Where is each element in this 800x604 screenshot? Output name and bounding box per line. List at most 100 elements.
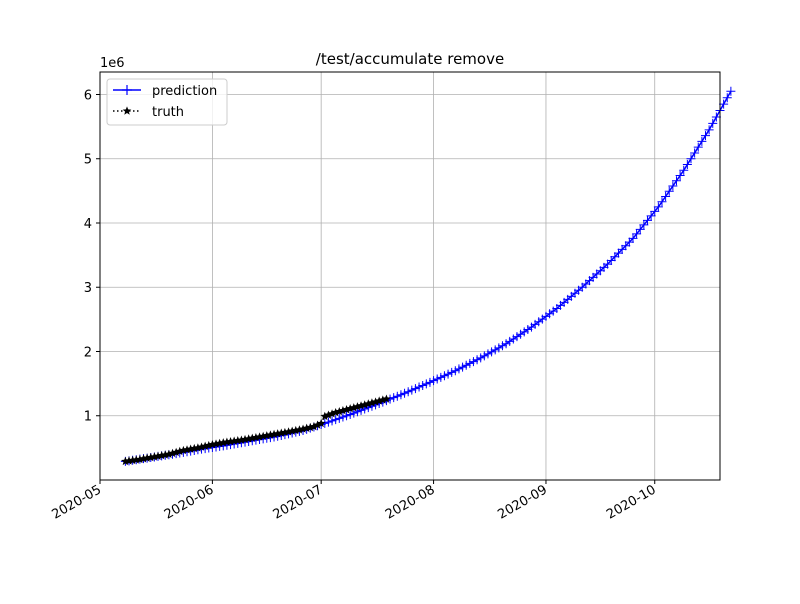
prediction-point	[396, 390, 406, 400]
prediction-point	[439, 371, 449, 381]
prediction-point	[650, 206, 660, 216]
truth-point	[331, 407, 341, 417]
prediction-point	[613, 248, 623, 258]
prediction-point	[628, 233, 638, 243]
truth-point	[135, 454, 145, 464]
truth-point	[153, 451, 163, 460]
truth-point	[367, 398, 377, 407]
prediction-point	[352, 407, 362, 417]
prediction-point	[327, 416, 337, 426]
series-layer	[120, 86, 736, 466]
series-truth	[121, 394, 391, 466]
prediction-point	[447, 367, 457, 377]
prediction-point	[700, 131, 710, 141]
prediction-point	[454, 364, 464, 374]
prediction-point	[338, 412, 348, 422]
prediction-point	[487, 347, 497, 357]
prediction-point	[465, 358, 475, 368]
y-tick-label: 5	[84, 153, 92, 168]
truth-point	[124, 456, 134, 465]
prediction-point	[472, 355, 482, 365]
truth-point	[179, 445, 188, 455]
truth-point	[266, 430, 275, 439]
truth-point	[353, 402, 362, 411]
prediction-point	[414, 382, 424, 392]
truth-point	[345, 404, 355, 413]
prediction-point	[516, 329, 526, 339]
prediction-point	[392, 391, 402, 401]
legend: prediction truth	[106, 78, 228, 126]
prediction-point	[458, 362, 468, 372]
truth-point	[334, 406, 344, 416]
prediction-point	[468, 357, 478, 367]
prediction-point	[490, 345, 500, 355]
prediction-point	[519, 327, 529, 337]
prediction-point	[436, 372, 446, 382]
prediction-point	[505, 336, 515, 346]
prediction-point	[603, 259, 613, 269]
truth-point	[164, 449, 174, 459]
plot-frame	[99, 71, 721, 481]
truth-point	[320, 411, 330, 421]
truth-point	[382, 394, 391, 403]
truth-point	[262, 431, 272, 440]
truth-point	[150, 452, 159, 461]
truth-point	[189, 443, 199, 453]
prediction-point	[345, 409, 355, 419]
legend-truth-label: truth	[152, 105, 184, 120]
truth-point	[298, 424, 308, 433]
truth-point	[295, 425, 304, 434]
truth-point	[378, 395, 388, 404]
truth-point	[186, 444, 196, 453]
truth-point	[269, 429, 279, 439]
truth-point	[131, 455, 141, 464]
truth-point	[142, 453, 152, 462]
truth-point	[208, 440, 217, 449]
prediction-point	[512, 332, 522, 342]
truth-point	[215, 438, 225, 448]
prediction-point	[624, 237, 634, 247]
truth-point	[139, 454, 148, 463]
prediction-point	[668, 181, 678, 191]
prediction-point	[323, 417, 333, 427]
prediction-point	[664, 186, 674, 196]
truth-point	[128, 455, 138, 465]
truth-point	[287, 426, 297, 435]
prediction-point	[610, 252, 620, 262]
prediction-point	[719, 99, 729, 109]
prediction-point	[722, 93, 732, 103]
prediction-point	[461, 360, 471, 370]
prediction-point	[690, 148, 700, 158]
truth-point	[146, 452, 156, 462]
truth-point	[258, 431, 268, 441]
prediction-point	[501, 339, 511, 349]
truth-point	[211, 439, 221, 448]
truth-point	[291, 425, 301, 435]
prediction-point	[632, 229, 642, 239]
prediction-point	[646, 211, 656, 221]
truth-point	[237, 435, 246, 444]
prediction-point	[403, 387, 413, 397]
prediction-point	[334, 413, 344, 423]
truth-point	[247, 433, 257, 442]
prediction-point	[653, 202, 663, 212]
truth-point	[338, 406, 348, 415]
prediction-point	[686, 154, 696, 164]
truth-point	[226, 437, 235, 446]
prediction-point	[410, 384, 420, 394]
truth-point	[360, 400, 370, 409]
prediction-point	[400, 388, 410, 398]
truth-point	[363, 399, 373, 408]
legend-prediction-marker	[122, 85, 132, 95]
truth-point	[273, 429, 283, 438]
prediction-point	[657, 197, 667, 207]
prediction-point	[497, 341, 507, 351]
truth-point	[280, 427, 290, 437]
truth-point	[157, 450, 167, 460]
prediction-point	[639, 220, 649, 230]
truth-point	[305, 422, 315, 432]
prediction-point	[523, 324, 533, 334]
prediction-point	[661, 191, 671, 201]
